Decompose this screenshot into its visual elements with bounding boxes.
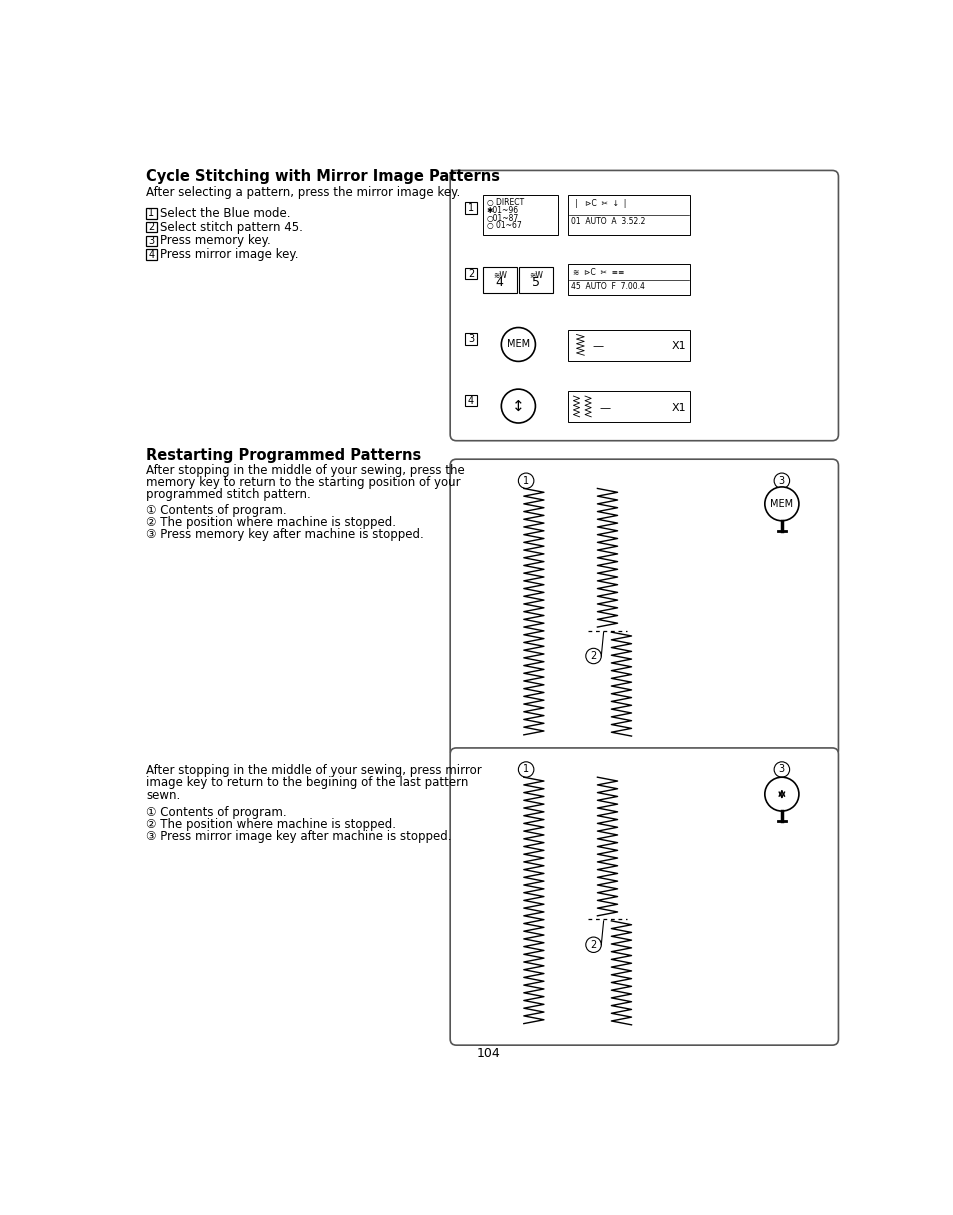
Text: Select stitch pattern 45.: Select stitch pattern 45. xyxy=(160,221,303,233)
Text: ≋W: ≋W xyxy=(493,271,506,279)
Text: —: — xyxy=(599,402,610,413)
Text: Press mirror image key.: Press mirror image key. xyxy=(160,248,298,261)
FancyBboxPatch shape xyxy=(465,203,476,214)
Text: Restarting Programmed Patterns: Restarting Programmed Patterns xyxy=(146,448,421,463)
Text: 45  AUTO  F  7.00.4: 45 AUTO F 7.00.4 xyxy=(571,282,644,292)
Text: 2: 2 xyxy=(468,269,474,278)
FancyBboxPatch shape xyxy=(465,267,476,279)
Text: After stopping in the middle of your sewing, press the: After stopping in the middle of your sew… xyxy=(146,464,465,476)
Text: ≋  ⊳C  ✂  ≡≡: ≋ ⊳C ✂ ≡≡ xyxy=(572,269,623,277)
Text: 1: 1 xyxy=(522,476,529,486)
FancyBboxPatch shape xyxy=(146,221,156,232)
Text: ② The position where machine is stopped.: ② The position where machine is stopped. xyxy=(146,516,395,530)
Text: 4: 4 xyxy=(468,396,474,406)
Circle shape xyxy=(500,328,535,361)
Text: X1: X1 xyxy=(671,402,686,413)
FancyBboxPatch shape xyxy=(450,459,838,757)
Circle shape xyxy=(517,762,534,778)
Text: After stopping in the middle of your sewing, press mirror: After stopping in the middle of your sew… xyxy=(146,764,481,778)
FancyBboxPatch shape xyxy=(482,266,517,293)
FancyBboxPatch shape xyxy=(567,329,689,361)
FancyBboxPatch shape xyxy=(465,395,476,407)
Circle shape xyxy=(517,473,534,488)
FancyBboxPatch shape xyxy=(567,391,689,423)
Circle shape xyxy=(764,778,798,812)
FancyBboxPatch shape xyxy=(146,249,156,260)
Text: ○ DIRECT: ○ DIRECT xyxy=(486,198,523,208)
Text: Cycle Stitching with Mirror Image Patterns: Cycle Stitching with Mirror Image Patter… xyxy=(146,169,500,183)
FancyBboxPatch shape xyxy=(146,208,156,219)
Circle shape xyxy=(773,473,789,488)
Text: 1: 1 xyxy=(522,764,529,774)
Text: image key to return to the begining of the last pattern: image key to return to the begining of t… xyxy=(146,776,468,790)
Text: 1: 1 xyxy=(149,208,154,219)
Text: MEM: MEM xyxy=(769,499,793,509)
Text: After selecting a pattern, press the mirror image key.: After selecting a pattern, press the mir… xyxy=(146,186,460,199)
Circle shape xyxy=(500,389,535,423)
Text: X1: X1 xyxy=(671,341,686,351)
Text: ③ Press mirror image key after machine is stopped.: ③ Press mirror image key after machine i… xyxy=(146,830,452,843)
Text: ○01~87: ○01~87 xyxy=(486,214,518,222)
FancyBboxPatch shape xyxy=(567,196,689,236)
Text: 2: 2 xyxy=(590,651,596,661)
Text: ✱01~96: ✱01~96 xyxy=(486,205,518,215)
Text: 2: 2 xyxy=(590,939,596,950)
Text: 104: 104 xyxy=(476,1047,500,1059)
Text: memory key to return to the starting position of your: memory key to return to the starting pos… xyxy=(146,476,460,490)
Text: 3: 3 xyxy=(468,334,474,344)
Text: 3: 3 xyxy=(778,764,784,774)
FancyBboxPatch shape xyxy=(450,170,838,441)
FancyBboxPatch shape xyxy=(482,196,558,236)
Circle shape xyxy=(585,937,600,953)
Text: Press memory key.: Press memory key. xyxy=(160,234,271,248)
Text: 1: 1 xyxy=(468,203,474,213)
FancyBboxPatch shape xyxy=(465,333,476,345)
Text: Select the Blue mode.: Select the Blue mode. xyxy=(160,207,291,220)
FancyBboxPatch shape xyxy=(567,265,689,295)
Text: MEM: MEM xyxy=(506,339,529,350)
Text: 01  AUTO  A  3.52.2: 01 AUTO A 3.52.2 xyxy=(571,217,645,226)
Text: ○ 01~67: ○ 01~67 xyxy=(486,221,520,231)
Circle shape xyxy=(585,649,600,663)
Text: ① Contents of program.: ① Contents of program. xyxy=(146,504,287,516)
Text: sewn.: sewn. xyxy=(146,789,180,802)
Text: ② The position where machine is stopped.: ② The position where machine is stopped. xyxy=(146,818,395,831)
Text: ≋W: ≋W xyxy=(529,271,542,279)
Text: 2: 2 xyxy=(148,222,154,232)
Text: ① Contents of program.: ① Contents of program. xyxy=(146,806,287,819)
Text: —: — xyxy=(592,341,602,351)
Text: 5: 5 xyxy=(532,276,539,289)
Circle shape xyxy=(773,762,789,778)
FancyBboxPatch shape xyxy=(146,236,156,247)
FancyBboxPatch shape xyxy=(518,266,553,293)
Text: ③ Press memory key after machine is stopped.: ③ Press memory key after machine is stop… xyxy=(146,529,424,542)
Circle shape xyxy=(764,487,798,521)
Text: 3: 3 xyxy=(778,476,784,486)
Text: 4: 4 xyxy=(496,276,503,289)
Text: ↕: ↕ xyxy=(512,399,524,413)
Text: |   ⊳C  ✂  ↓  |: | ⊳C ✂ ↓ | xyxy=(572,199,625,208)
Text: programmed stitch pattern.: programmed stitch pattern. xyxy=(146,488,311,502)
Text: 3: 3 xyxy=(149,236,154,245)
FancyBboxPatch shape xyxy=(450,748,838,1045)
Text: 4: 4 xyxy=(149,250,154,260)
